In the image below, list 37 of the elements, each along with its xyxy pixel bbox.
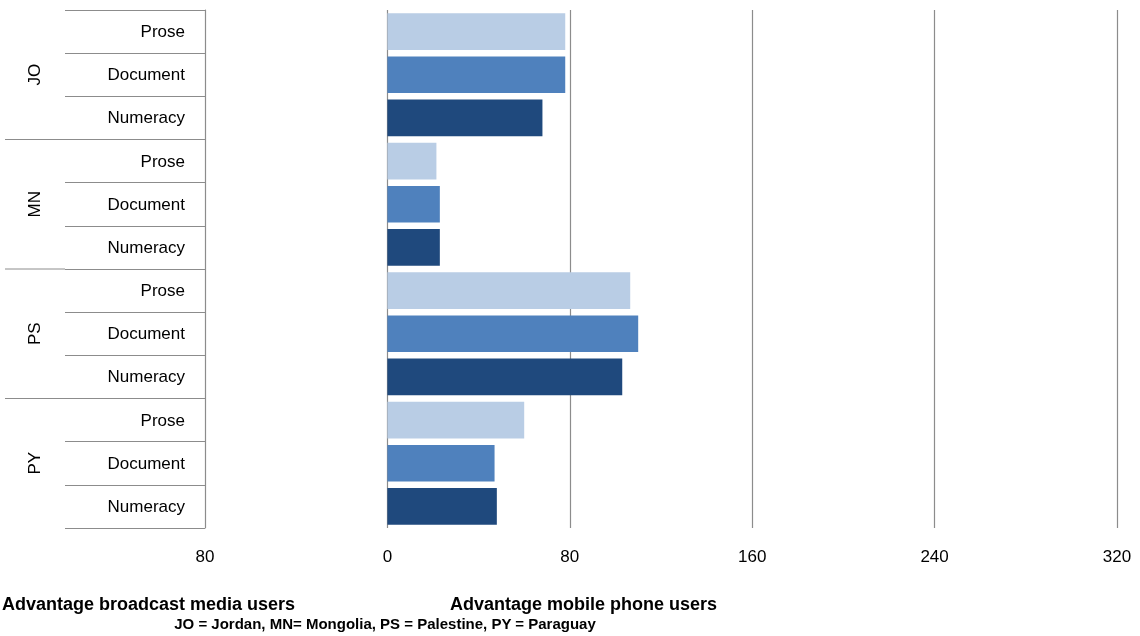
bar — [387, 358, 623, 396]
x-tick-label: 80 — [560, 547, 580, 566]
y-tick-label: Document — [107, 65, 186, 85]
text: PS — [24, 322, 44, 346]
bar — [387, 401, 525, 439]
y-tick-label: Prose — [140, 410, 185, 430]
text: JO = Jordan, MN= Mongolia, PS = Palestine, PY = Paraguay — [174, 614, 597, 632]
bar — [387, 142, 437, 180]
bar — [387, 185, 440, 223]
y-tick-label: Numeracy — [107, 367, 186, 387]
bar — [387, 444, 495, 482]
text: JO — [24, 63, 44, 86]
bar — [387, 13, 566, 50]
x-tick-label: 240 — [920, 547, 949, 566]
y-tick-label: Prose — [140, 22, 185, 42]
y-tick-label: Document — [107, 194, 186, 214]
y-tick-label: Document — [107, 324, 186, 344]
y-tick-label: Numeracy — [107, 237, 186, 257]
text: Advantage broadcast media users — [2, 594, 296, 614]
x-tick-label: 80 — [195, 547, 215, 566]
bar — [387, 99, 543, 137]
y-tick-label: Prose — [140, 151, 185, 171]
y-tick-label: Prose — [140, 281, 185, 301]
bar — [387, 488, 497, 525]
y-tick-label: Numeracy — [107, 108, 186, 128]
bar — [387, 229, 440, 266]
text: MN — [24, 191, 44, 218]
x-tick-label: 320 — [1102, 547, 1132, 566]
x-tick-label: 160 — [738, 547, 767, 566]
y-tick-label: Numeracy — [107, 496, 186, 516]
text: Advantage mobile phone users — [450, 594, 718, 614]
y-tick-label: Document — [107, 453, 186, 473]
bar — [387, 56, 566, 94]
text: PY — [24, 451, 44, 475]
bar — [387, 272, 631, 309]
bar — [387, 315, 639, 353]
x-tick-label: 0 — [382, 547, 393, 566]
